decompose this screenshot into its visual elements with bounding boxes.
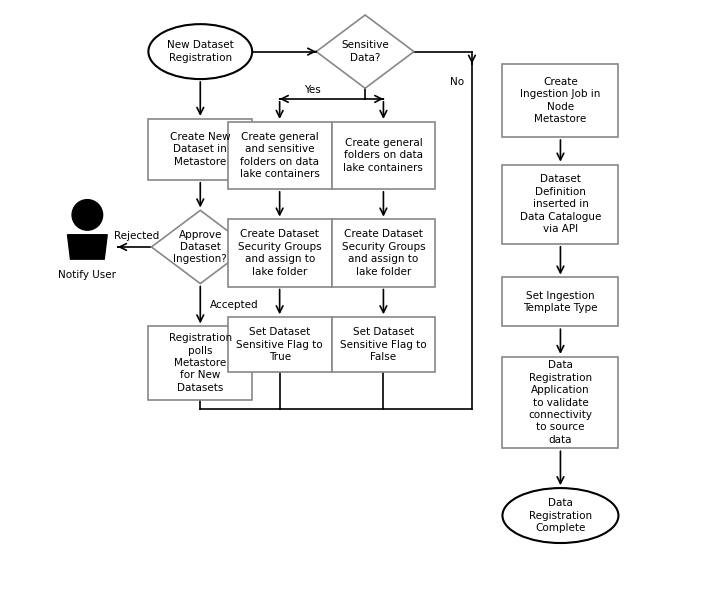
Text: Create Dataset
Security Groups
and assign to
lake folder: Create Dataset Security Groups and assig… [342, 229, 425, 277]
FancyBboxPatch shape [503, 164, 618, 244]
Text: Create
Ingestion Job in
Node
Metastore: Create Ingestion Job in Node Metastore [521, 77, 601, 124]
FancyBboxPatch shape [228, 122, 332, 189]
Text: Notify User: Notify User [58, 270, 116, 280]
FancyBboxPatch shape [503, 64, 618, 137]
FancyBboxPatch shape [503, 277, 618, 326]
FancyBboxPatch shape [332, 122, 435, 189]
FancyBboxPatch shape [503, 357, 618, 448]
Ellipse shape [149, 24, 252, 79]
Polygon shape [151, 210, 249, 283]
Text: Create Dataset
Security Groups
and assign to
lake folder: Create Dataset Security Groups and assig… [238, 229, 322, 277]
Text: Registration
polls
Metastore
for New
Datasets: Registration polls Metastore for New Dat… [169, 333, 232, 393]
Text: Approve
Dataset
Ingestion?: Approve Dataset Ingestion? [174, 230, 227, 264]
Text: New Dataset
Registration: New Dataset Registration [167, 41, 233, 63]
Text: Rejected: Rejected [113, 231, 159, 241]
Text: Set Ingestion
Template Type: Set Ingestion Template Type [523, 291, 597, 313]
Text: Data
Registration
Application
to validate
connectivity
to source
data: Data Registration Application to validat… [528, 360, 592, 445]
Text: Set Dataset
Sensitive Flag to
False: Set Dataset Sensitive Flag to False [340, 327, 426, 362]
Text: Accepted: Accepted [210, 300, 258, 310]
Polygon shape [67, 235, 107, 259]
Text: Set Dataset
Sensitive Flag to
True: Set Dataset Sensitive Flag to True [236, 327, 323, 362]
FancyBboxPatch shape [149, 326, 252, 400]
Ellipse shape [503, 488, 618, 543]
Text: Data
Registration
Complete: Data Registration Complete [529, 498, 592, 533]
FancyBboxPatch shape [332, 317, 435, 372]
Text: Create general
and sensitive
folders on data
lake containers: Create general and sensitive folders on … [240, 132, 320, 179]
Text: Sensitive
Data?: Sensitive Data? [341, 41, 389, 63]
Text: Create general
folders on data
lake containers: Create general folders on data lake cont… [343, 138, 424, 173]
Circle shape [72, 200, 103, 230]
Text: Dataset
Definition
inserted in
Data Catalogue
via API: Dataset Definition inserted in Data Cata… [520, 174, 601, 234]
Text: No: No [449, 77, 464, 87]
Polygon shape [316, 15, 414, 88]
Text: Yes: Yes [304, 85, 321, 95]
FancyBboxPatch shape [149, 119, 252, 180]
Text: Create New
Dataset in
Metastore: Create New Dataset in Metastore [170, 132, 230, 167]
FancyBboxPatch shape [228, 219, 332, 286]
FancyBboxPatch shape [332, 219, 435, 286]
FancyBboxPatch shape [228, 317, 332, 372]
